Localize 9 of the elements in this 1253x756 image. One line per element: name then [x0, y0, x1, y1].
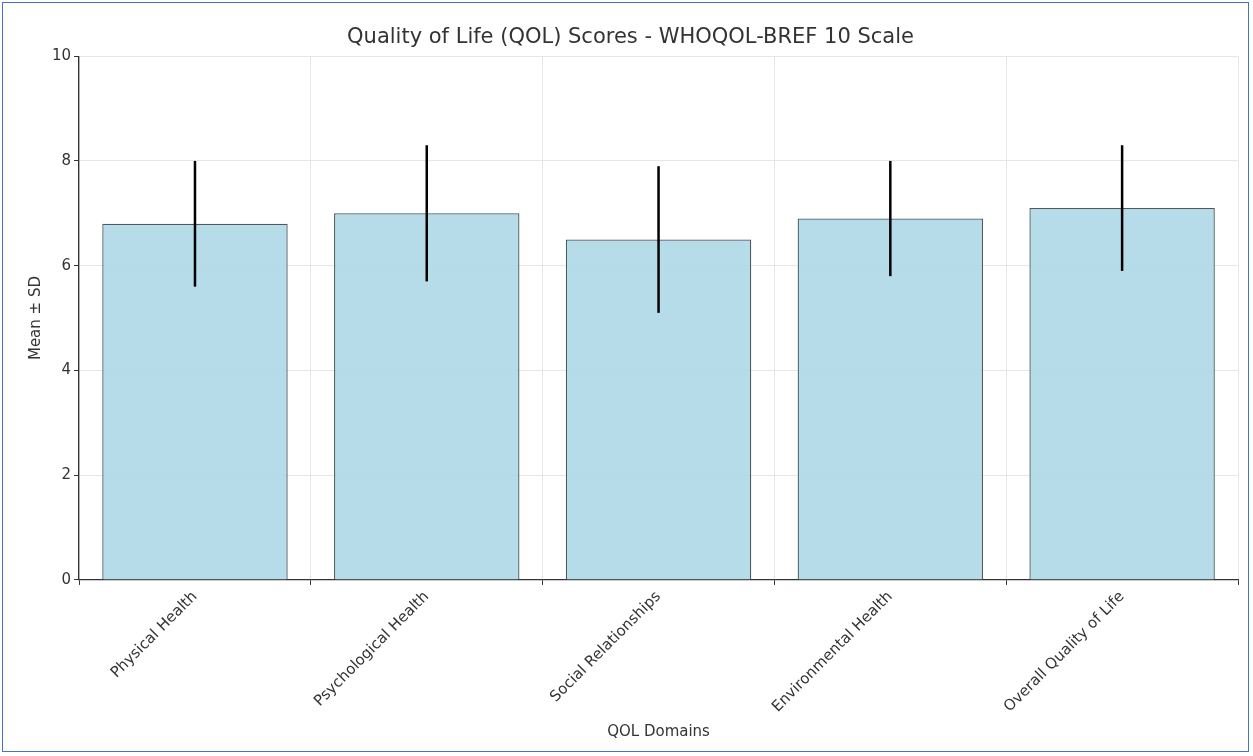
chart-title: Quality of Life (QOL) Scores - WHOQOL-BREF 10 Scale	[347, 24, 914, 49]
y-tick-label: 6	[61, 255, 72, 274]
y-tick-label: 10	[51, 46, 72, 65]
y-axis-title: Mean ± SD	[25, 276, 44, 361]
x-axis-title: QOL Domains	[607, 721, 711, 740]
y-tick-label: 8	[61, 150, 72, 169]
y-tick-label: 0	[61, 569, 72, 588]
y-tick-label: 2	[61, 465, 72, 484]
y-tick-label: 4	[61, 360, 72, 379]
